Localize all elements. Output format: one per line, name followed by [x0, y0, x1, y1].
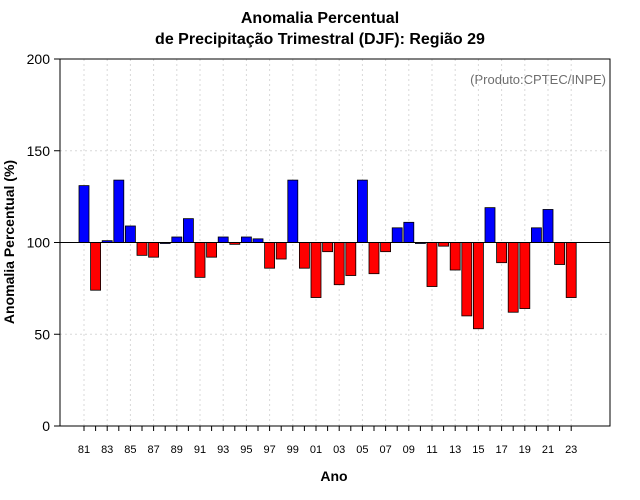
x-tick-label: 91: [194, 444, 206, 456]
x-tick-label: 99: [287, 444, 299, 456]
bar-99: [287, 179, 299, 243]
bar-85: [125, 225, 136, 243]
bar-19: [519, 242, 531, 309]
chart-title-line2: de Precipitação Trimestral (DJF): Região…: [155, 31, 485, 48]
chart-title-line1: Anomalia Percentual: [240, 10, 400, 27]
bar-17: [496, 242, 508, 264]
x-tick-label: 21: [542, 444, 554, 456]
y-tick-label: 150: [27, 143, 51, 159]
bar-96: [252, 238, 264, 243]
bar-15: [472, 242, 484, 330]
bar-20: [531, 227, 542, 243]
x-tick-label: 97: [263, 444, 275, 456]
x-tick-label: 15: [472, 444, 484, 456]
y-tick-label: 200: [27, 51, 51, 67]
bar-93: [217, 236, 229, 243]
x-tick-label: 11: [426, 444, 437, 456]
bar-98: [275, 242, 287, 260]
bar-97: [264, 242, 276, 269]
x-tick-label: 23: [565, 444, 577, 456]
x-tick-label: 85: [124, 444, 136, 456]
bar-03: [333, 242, 345, 286]
bar-22: [554, 242, 565, 265]
bar-01: [310, 242, 322, 298]
y-tick-label: 100: [27, 235, 51, 251]
bar-04: [345, 242, 357, 276]
x-tick-label: 89: [171, 444, 183, 456]
bar-06: [368, 242, 380, 275]
bar-87: [148, 242, 160, 258]
x-tick-label: 87: [147, 444, 159, 456]
x-tick-label: 83: [101, 444, 113, 456]
x-tick-label: 07: [379, 444, 391, 456]
bar-18: [507, 242, 519, 313]
x-tick-label: 95: [240, 444, 252, 456]
bar-14: [461, 242, 473, 317]
bar-86: [136, 242, 148, 256]
bar-90: [182, 218, 194, 243]
bar-08: [391, 227, 403, 243]
x-axis-label: Ano: [320, 468, 348, 484]
x-tick-label: 01: [310, 444, 322, 456]
x-tick-label: 13: [449, 444, 461, 456]
bar-16: [484, 207, 496, 243]
bar-82: [90, 242, 101, 291]
x-tick-label: 17: [495, 444, 507, 456]
bar-84: [113, 179, 125, 243]
y-tick-label: 0: [42, 418, 50, 434]
bar-23: [565, 242, 577, 298]
x-tick-label: 09: [403, 444, 415, 456]
bar-91: [194, 242, 206, 278]
x-tick-label: 19: [519, 444, 531, 456]
bar-21: [542, 209, 554, 243]
bar-05: [356, 179, 368, 243]
x-tick-label: 93: [217, 444, 229, 456]
bar-07: [380, 242, 392, 253]
x-tick-label: 03: [333, 444, 345, 456]
y-tick-label: 50: [34, 326, 50, 342]
bar-12: [438, 242, 450, 247]
bar-81: [78, 185, 90, 243]
bar-00: [298, 242, 310, 269]
x-tick-label: 81: [78, 444, 90, 456]
x-tick-label: 05: [356, 444, 368, 456]
bar-11: [426, 242, 438, 287]
bar-89: [171, 236, 183, 243]
bar-09: [403, 221, 415, 243]
bar-92: [206, 242, 218, 258]
bar-95: [240, 236, 252, 243]
y-axis-label: Anomalia Percentual (%): [1, 159, 17, 325]
bar-13: [449, 242, 461, 271]
bar-02: [322, 242, 334, 253]
credit-label: (Produto:CPTEC/INPE): [470, 72, 606, 87]
